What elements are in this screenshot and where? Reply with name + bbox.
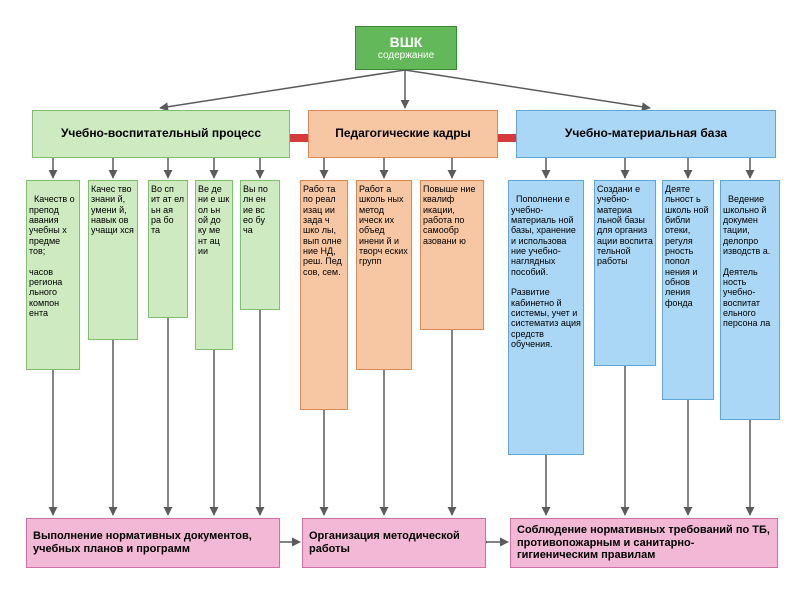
main-right-label: Учебно-материальная база (565, 127, 727, 141)
blue-col-1-text: Создани е учебно-материа льной базы для … (597, 184, 653, 266)
green-col-4-text: Вы по лн ен ие вс ео бу ча (243, 184, 268, 235)
blue-col-2-text: Деяте льност ь школь ной библи отеки, ре… (665, 184, 709, 308)
bottom-node-2: Соблюдение нормативных требований по ТБ,… (510, 518, 778, 568)
bottom-node-0: Выполнение нормативных документов, учебн… (26, 518, 280, 568)
main-node-left: Учебно-воспитательный процесс (32, 110, 290, 158)
orange-col-2-text: Повыше ние квалиф икации, работа по само… (423, 184, 475, 246)
orange-col-0-text: Рабо та по реал изац ии зада ч шко лы, в… (303, 184, 342, 277)
green-col-2: Во сп ит ат ел ьн ая ра бо та (148, 180, 188, 318)
main-node-center: Педагогические кадры (308, 110, 498, 158)
orange-col-2: Повыше ние квалиф икации, работа по само… (420, 180, 484, 330)
root-title-1: ВШК (390, 34, 423, 50)
blue-col-0-text: Пополнени е учебно-материаль ной базы, х… (511, 194, 583, 349)
main-node-right: Учебно-материальная база (516, 110, 776, 158)
green-col-1-text: Качес тво знани й, умени й, навык ов уча… (91, 184, 134, 235)
bottom-node-1: Организация методической работы (302, 518, 486, 568)
root-node: ВШК содержание (355, 26, 457, 70)
green-col-0: Качеств о препод авания учебны х предме … (26, 180, 80, 370)
green-col-4: Вы по лн ен ие вс ео бу ча (240, 180, 280, 310)
bottom-0-text: Выполнение нормативных документов, учебн… (33, 530, 273, 555)
green-col-3: Ве де ни е шк ол ьн ой до ку ме нт ац ии (195, 180, 233, 350)
green-col-1: Качес тво знани й, умени й, навык ов уча… (88, 180, 138, 340)
blue-col-1: Создани е учебно-материа льной базы для … (594, 180, 656, 366)
green-col-2-text: Во сп ит ат ел ьн ая ра бо та (151, 184, 184, 235)
main-center-label: Педагогические кадры (335, 127, 471, 141)
green-col-0-text: Качеств о препод авания учебны х предме … (29, 194, 77, 318)
blue-col-3: Ведение школьно й докумен тации, делопро… (720, 180, 780, 420)
bottom-2-text: Соблюдение нормативных требований по ТБ,… (517, 524, 771, 562)
blue-col-2: Деяте льност ь школь ной библи отеки, ре… (662, 180, 714, 400)
main-left-label: Учебно-воспитательный процесс (61, 127, 261, 141)
blue-col-0: Пополнени е учебно-материаль ной базы, х… (508, 180, 584, 455)
green-col-3-text: Ве де ни е шк ол ьн ой до ку ме нт ац ии (198, 184, 229, 256)
root-title-2: содержание (378, 50, 434, 62)
bottom-1-text: Организация методической работы (309, 530, 479, 555)
blue-col-3-text: Ведение школьно й докумен тации, делопро… (723, 194, 770, 328)
orange-col-1: Работ а школь ных метод ическ их объед и… (356, 180, 412, 370)
orange-col-1-text: Работ а школь ных метод ическ их объед и… (359, 184, 408, 266)
orange-col-0: Рабо та по реал изац ии зада ч шко лы, в… (300, 180, 348, 410)
